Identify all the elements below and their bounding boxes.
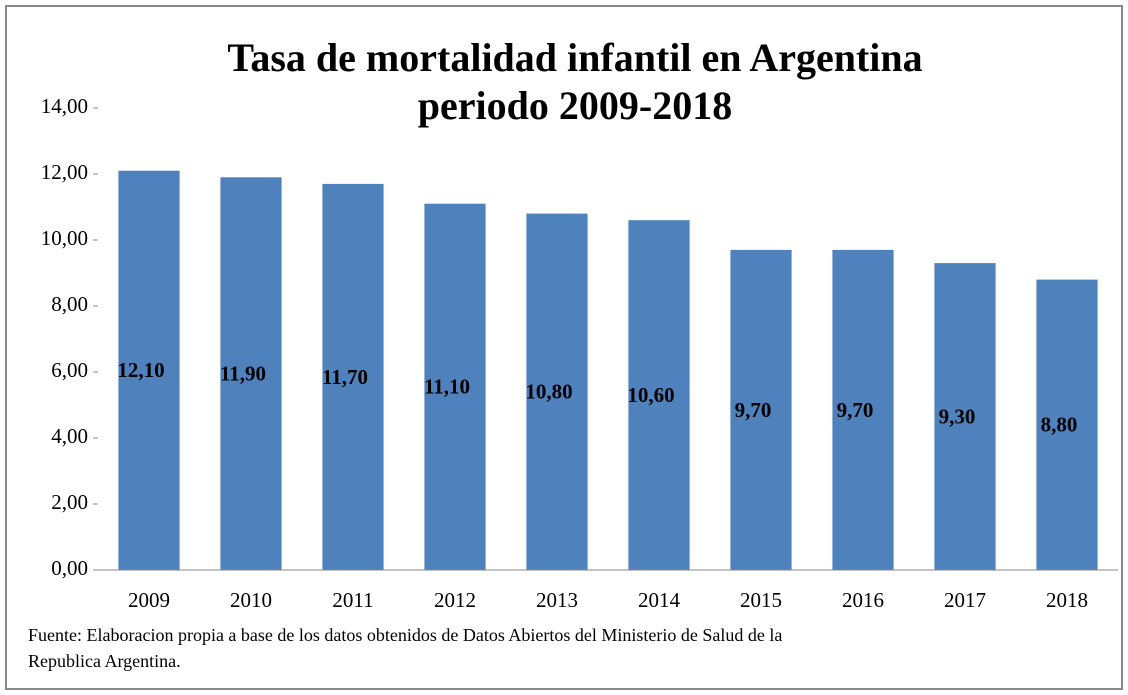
bar bbox=[1036, 279, 1098, 570]
chart-title: Tasa de mortalidad infantil en Argentina bbox=[227, 35, 922, 80]
y-tick-label: 10,00 bbox=[41, 226, 88, 250]
x-tick-label: 2014 bbox=[638, 588, 681, 612]
data-label: 9,70 bbox=[837, 398, 874, 422]
bar bbox=[220, 177, 282, 571]
data-label: 12,10 bbox=[117, 358, 164, 382]
data-label: 11,70 bbox=[322, 365, 368, 389]
data-label: 10,60 bbox=[627, 383, 674, 407]
x-tick-label: 2010 bbox=[230, 588, 272, 612]
x-tick-label: 2009 bbox=[128, 588, 170, 612]
bar bbox=[322, 183, 384, 570]
x-tick-label: 2011 bbox=[332, 588, 373, 612]
source-note: Fuente: Elaboracion propia a base de los… bbox=[28, 625, 782, 645]
bar bbox=[424, 203, 486, 570]
data-label: 9,70 bbox=[735, 398, 772, 422]
bar bbox=[832, 249, 894, 570]
bar bbox=[628, 220, 690, 570]
bar bbox=[730, 249, 792, 570]
y-tick-label: 6,00 bbox=[51, 358, 88, 382]
y-tick-label: 0,00 bbox=[51, 556, 88, 580]
y-tick-label: 4,00 bbox=[51, 424, 88, 448]
x-tick-label: 2015 bbox=[740, 588, 782, 612]
data-label: 11,90 bbox=[220, 361, 266, 385]
data-label: 9,30 bbox=[939, 404, 976, 428]
y-tick-label: 8,00 bbox=[51, 292, 88, 316]
source-note: Republica Argentina. bbox=[28, 651, 181, 671]
y-tick-label: 12,00 bbox=[41, 160, 88, 184]
x-tick-label: 2012 bbox=[434, 588, 476, 612]
chart-subtitle: periodo 2009-2018 bbox=[418, 83, 732, 128]
x-tick-label: 2018 bbox=[1046, 588, 1088, 612]
x-tick-label: 2017 bbox=[944, 588, 986, 612]
x-tick-label: 2013 bbox=[536, 588, 578, 612]
y-tick-label: 2,00 bbox=[51, 490, 88, 514]
y-tick-label: 14,00 bbox=[41, 94, 88, 118]
data-label: 10,80 bbox=[525, 380, 572, 404]
data-label: 8,80 bbox=[1041, 413, 1078, 437]
bar bbox=[118, 170, 180, 570]
x-tick-label: 2016 bbox=[842, 588, 884, 612]
bar bbox=[934, 263, 996, 570]
bar bbox=[526, 213, 588, 570]
data-label: 11,10 bbox=[424, 375, 470, 399]
